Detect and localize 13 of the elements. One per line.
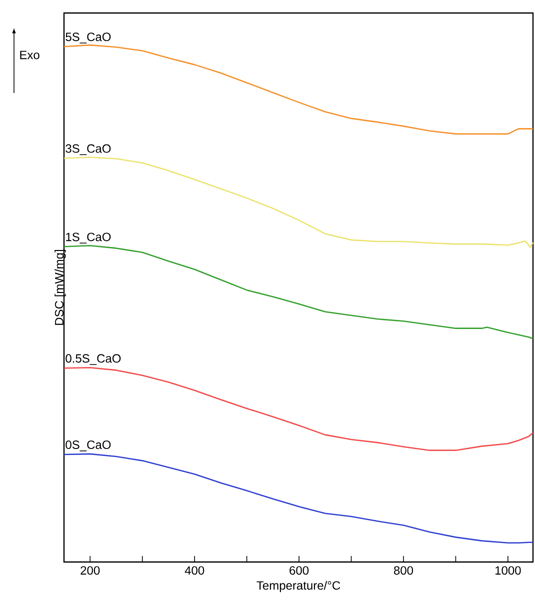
series-label: 0.5S_CaO bbox=[66, 354, 121, 365]
x-tick-label: 600 bbox=[290, 566, 309, 575]
series-label: 1S_CaO bbox=[66, 232, 111, 244]
series-label: 0S_CaO bbox=[66, 440, 111, 452]
text: Exo bbox=[20, 50, 40, 60]
x-tick-label: 200 bbox=[80, 566, 100, 575]
y-axis-title: DSC [mW/mg] bbox=[54, 250, 66, 325]
x-tick-label: 400 bbox=[184, 566, 204, 575]
x-tick-label: 1000 bbox=[496, 566, 521, 575]
x-axis-title: Temperature/°C bbox=[256, 580, 340, 592]
series-label: 5S_CaO bbox=[66, 32, 111, 44]
x-tick-label: 800 bbox=[394, 566, 414, 575]
series-label: 3S_CaO bbox=[66, 144, 111, 156]
